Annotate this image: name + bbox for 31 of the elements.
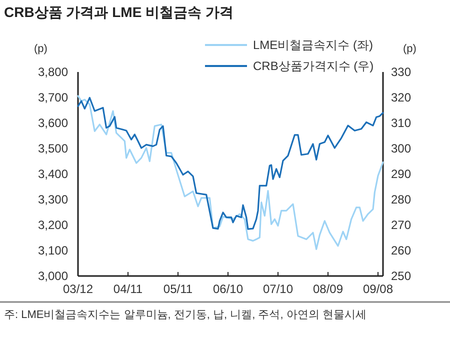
y2-tick-label: 270 [391,218,412,232]
x-tick-label: 06/10 [212,282,244,296]
y-tick-label: 3,400 [38,167,68,181]
chart-title: CRB상품 가격과 LME 비철금속 가격 [4,4,234,20]
y2-tick-label: 330 [391,65,412,79]
y-tick-label: 3,100 [38,244,68,258]
legend-label: CRB상품가격지수 (우) [253,59,374,73]
y2-tick-label: 280 [391,192,412,206]
x-tick-label: 09/08 [362,282,394,296]
y-tick-label: 3,300 [38,192,68,206]
y2-tick-label: 290 [391,167,412,181]
y-tick-label: 3,200 [38,218,68,232]
y-tick-label: 3,600 [38,116,68,130]
x-tick-label: 08/09 [312,282,344,296]
y-tick-label: 3,800 [38,65,68,79]
y2-axis-title: (p) [403,43,416,55]
y2-tick-label: 260 [391,244,412,258]
text: 주: LME비철금속지수는 알루미늄, 전기동, 납, 니켈, 주석, 아연의 현물시세 [4,309,366,321]
legend-label: LME비철금속지수 (좌) [253,38,374,52]
x-tick-label: 07/10 [262,282,294,296]
y-tick-label: 3,000 [38,269,68,283]
y2-tick-label: 250 [391,269,412,283]
y-axis-title: (p) [34,43,48,55]
y2-tick-label: 300 [391,142,412,156]
y-tick-label: 3,700 [38,90,68,104]
x-tick-label: 03/12 [62,282,94,296]
x-tick-label: 05/11 [163,282,193,296]
y2-tick-label: 320 [391,90,412,104]
x-tick-label: 04/11 [113,282,143,296]
y2-tick-label: 310 [391,116,412,130]
y-tick-label: 3,500 [38,142,68,156]
